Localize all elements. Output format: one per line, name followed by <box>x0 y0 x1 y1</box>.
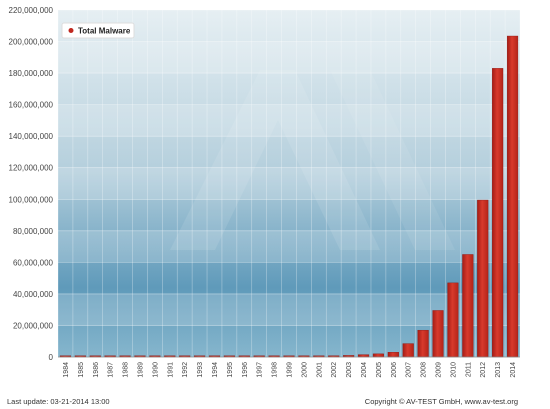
bar <box>432 310 444 358</box>
x-tick-label: 1985 <box>78 362 85 378</box>
bar <box>447 282 459 358</box>
plot-bands <box>58 41 520 326</box>
grid-lines <box>57 9 521 358</box>
x-tick-label: 2006 <box>391 362 398 378</box>
x-tick-label: 1991 <box>167 362 174 378</box>
x-tick-label: 2013 <box>495 362 502 378</box>
y-tick-label: 20,000,000 <box>13 321 54 330</box>
x-tick-label: 2009 <box>436 362 443 378</box>
plot-band <box>58 167 520 200</box>
x-tick-label: 1997 <box>257 362 264 378</box>
x-tick-label: 1996 <box>242 362 249 378</box>
x-tick-label: 2007 <box>406 362 413 378</box>
y-tick-label: 180,000,000 <box>9 69 54 78</box>
x-tick-label: 1992 <box>182 362 189 378</box>
x-tick-label: 2005 <box>376 362 383 378</box>
watermark-shape <box>170 70 380 250</box>
bar <box>372 353 384 358</box>
x-tick-label: 2011 <box>465 362 472 377</box>
x-tick-label: 1993 <box>197 362 204 378</box>
x-tick-label: 1986 <box>93 362 100 378</box>
legend-box <box>61 22 135 39</box>
y-tick-label: 80,000,000 <box>13 227 54 236</box>
legend-marker <box>68 28 74 33</box>
y-tick-label: 220,000,000 <box>9 6 54 15</box>
x-tick-label: 2000 <box>301 362 308 378</box>
y-tick-label: 120,000,000 <box>9 164 54 173</box>
footer-copyright: Copyright © AV-TEST GmbH, www.av-test.or… <box>365 397 518 406</box>
y-tick-label: 140,000,000 <box>9 132 54 141</box>
bar <box>462 254 474 358</box>
x-tick-label: 1994 <box>212 362 219 378</box>
x-tick-label: 1990 <box>152 362 159 378</box>
bar <box>417 329 429 358</box>
y-tick-label: 160,000,000 <box>9 101 54 110</box>
y-tick-label: 200,000,000 <box>9 38 54 47</box>
x-tick-label: 2003 <box>346 362 353 378</box>
plot-band <box>58 41 520 74</box>
x-tick-label: 2014 <box>510 362 517 378</box>
footer-last-update: Last update: 03-21-2014 13:00 <box>7 397 110 406</box>
y-tick-label: 0 <box>49 353 54 362</box>
bars <box>59 35 519 358</box>
x-tick-label: 2001 <box>316 362 323 378</box>
watermark-shape-right <box>330 70 455 250</box>
x-tick-label: 2012 <box>480 362 487 378</box>
x-tick-label: 1984 <box>63 362 70 378</box>
x-tick-label: 1995 <box>227 362 234 378</box>
bar <box>506 35 519 358</box>
x-tick-label: 1987 <box>108 362 115 378</box>
y-axis: 0 20,000,000 40,000,000 60,000,000 80,000,00… <box>9 6 54 362</box>
y-tick-label: 100,000,000 <box>9 195 54 204</box>
x-tick-label: 1999 <box>287 362 294 378</box>
x-tick-label: 2008 <box>421 362 428 378</box>
x-tick-label: 1989 <box>137 362 144 378</box>
bar <box>402 343 414 358</box>
plot-background <box>58 10 520 357</box>
bar <box>492 68 504 358</box>
x-tick-label: 2004 <box>361 362 368 378</box>
legend-label: Total Malware <box>78 27 131 36</box>
y-tick-label: 40,000,000 <box>13 290 54 299</box>
legend: Total Malware <box>61 22 135 39</box>
y-tick-label: 60,000,000 <box>13 258 54 267</box>
x-axis: 1984 1985 1986 1987 1988 1989 1990 1991 1992 1993… <box>58 356 520 378</box>
x-tick-label: 1998 <box>272 362 279 378</box>
x-tick-label: 1988 <box>123 362 130 378</box>
plot-band <box>58 104 520 137</box>
x-tick-label: 2002 <box>331 362 338 378</box>
plot-band <box>58 230 520 263</box>
bar <box>477 199 489 358</box>
bar <box>387 352 399 358</box>
x-tick-label: 2010 <box>450 362 457 378</box>
